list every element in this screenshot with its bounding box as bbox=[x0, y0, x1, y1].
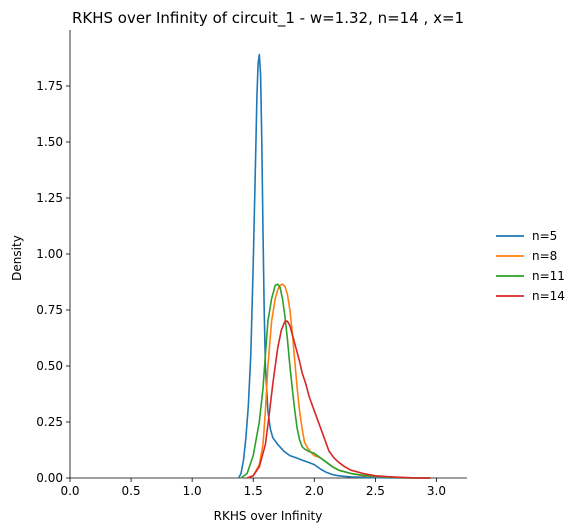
series-line-3 bbox=[240, 283, 431, 479]
y-axis-ticks: 0.00 0.25 0.50 0.75 1.00 1.25 1.50 1.75 bbox=[36, 79, 70, 485]
y-tick-label: 0.25 bbox=[36, 415, 63, 429]
x-tick-label: 3.0 bbox=[427, 484, 446, 498]
series-layer bbox=[237, 53, 431, 479]
x-tick-label: 2.5 bbox=[366, 484, 385, 498]
legend-label-4: n=14 bbox=[532, 289, 565, 303]
y-tick-label: 1.25 bbox=[36, 191, 63, 205]
y-axis-label: Density bbox=[10, 235, 24, 281]
legend-label-1: n=5 bbox=[532, 229, 557, 243]
legend: n=5 n=8 n=11 n=14 bbox=[496, 229, 565, 303]
y-tick-label: 0.75 bbox=[36, 303, 63, 317]
x-tick-label: 0.5 bbox=[122, 484, 141, 498]
series-line-1 bbox=[237, 53, 431, 479]
x-tick-label: 1.5 bbox=[244, 484, 263, 498]
x-tick-label: 2.0 bbox=[305, 484, 324, 498]
x-tick-label: 1.0 bbox=[183, 484, 202, 498]
y-tick-label: 1.75 bbox=[36, 79, 63, 93]
y-tick-label: 1.00 bbox=[36, 247, 63, 261]
x-axis-ticks: 0.0 0.5 1.0 1.5 2.0 2.5 3.0 bbox=[60, 478, 446, 498]
series-line-2 bbox=[246, 283, 431, 479]
y-tick-label: 1.50 bbox=[36, 135, 63, 149]
series-line-4 bbox=[246, 320, 431, 479]
x-tick-label: 0.0 bbox=[60, 484, 79, 498]
x-axis-label: RKHS over Infinity bbox=[214, 509, 323, 523]
chart-title: RKHS over Infinity of circuit_1 - w=1.32… bbox=[72, 9, 464, 28]
y-tick-label: 0.00 bbox=[36, 471, 63, 485]
legend-label-3: n=11 bbox=[532, 269, 565, 283]
legend-label-2: n=8 bbox=[532, 249, 557, 263]
y-tick-label: 0.50 bbox=[36, 359, 63, 373]
